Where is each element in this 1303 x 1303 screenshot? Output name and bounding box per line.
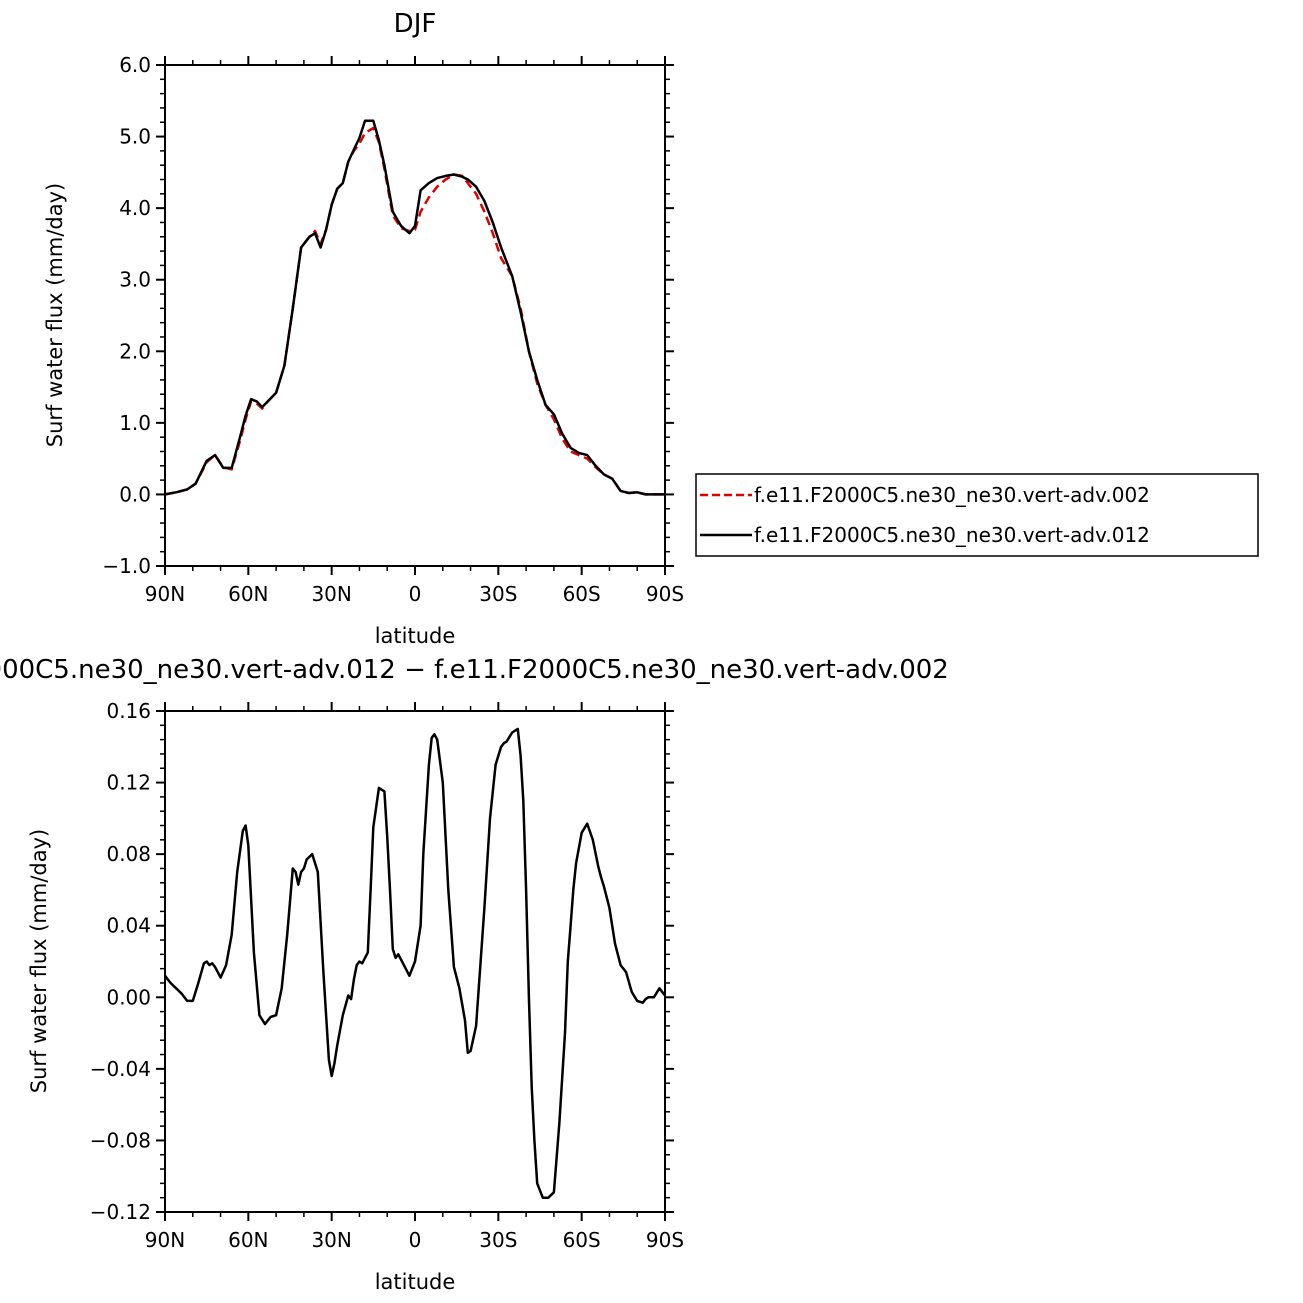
y-tick-label: −0.08 — [90, 1128, 151, 1152]
panel-djf: DJF Surf water flux (mm/day) latitude −1… — [43, 9, 684, 648]
series-line-1 — [164, 727, 666, 1199]
x-tick-label: 90S — [646, 1228, 684, 1252]
x-tick-label: 60S — [563, 1228, 601, 1252]
x-tick-label: 30N — [311, 582, 351, 606]
y-tick-label: 6.0 — [119, 53, 151, 77]
x-tick-label: 30S — [479, 582, 517, 606]
plot-frame — [164, 64, 666, 567]
legend-box — [695, 473, 1259, 557]
y-tick-label: 3.0 — [119, 268, 151, 292]
x-tick-label: 60N — [228, 1228, 268, 1252]
y-tick-label: 4.0 — [119, 196, 151, 220]
y-tick-label: 1.0 — [119, 411, 151, 435]
x-axis-label: latitude — [375, 1270, 456, 1294]
legend-entry-2: f.e11.F2000C5.ne30_ne30.vert-adv.012 — [754, 523, 1150, 547]
y-tick-label: 5.0 — [119, 125, 151, 149]
panel-title: f.e11.F2000C5.ne30_ne30.vert-adv.012 − f… — [0, 655, 949, 685]
y-axis-label: Surf water flux (mm/day) — [43, 183, 67, 448]
x-tick-label: 0 — [409, 1228, 422, 1252]
panel-title: DJF — [394, 9, 437, 39]
x-axis-label: latitude — [375, 624, 456, 648]
series-line-1 — [164, 126, 665, 496]
x-tick-label: 90N — [145, 1228, 185, 1252]
y-tick-label: −0.04 — [90, 1057, 151, 1081]
series-layer — [164, 727, 666, 1199]
x-tick-label: 60N — [228, 582, 268, 606]
y-tick-label: 0.00 — [106, 985, 151, 1009]
y-tick-label: 0.08 — [106, 842, 151, 866]
y-tick-label: 2.0 — [119, 339, 151, 363]
y-tick-label: −1.0 — [102, 554, 151, 578]
y-tick-label: 0.0 — [119, 482, 151, 506]
y-axis-label: Surf water flux (mm/day) — [27, 829, 51, 1094]
x-tick-label: 90N — [145, 582, 185, 606]
y-tick-label: −0.12 — [90, 1200, 151, 1224]
x-tick-label: 30N — [311, 1228, 351, 1252]
series-line-2 — [164, 119, 665, 496]
panel-difference: f.e11.F2000C5.ne30_ne30.vert-adv.012 − f… — [0, 655, 949, 1294]
axes-frame: −1.0 0.0 1.0 2.0 3.0 4.0 5.0 6.0 90N 60N 30N 0 30S 60… — [102, 53, 684, 606]
axes-frame: −0.12 −0.08 −0.04 0.00 0.04 0.08 0.12 0.16 90N 60… — [90, 699, 684, 1252]
legend: f.e11.F2000C5.ne30_ne30.vert-adv.002 f.e… — [695, 473, 1259, 557]
y-tick-label: 0.16 — [106, 699, 151, 723]
series-layer — [164, 119, 665, 496]
y-tick-label: 0.04 — [106, 914, 151, 938]
x-tick-label: 90S — [646, 582, 684, 606]
legend-entry-1: f.e11.F2000C5.ne30_ne30.vert-adv.002 — [754, 483, 1150, 507]
y-tick-label: 0.12 — [106, 771, 151, 795]
x-tick-label: 60S — [563, 582, 601, 606]
x-tick-label: 0 — [409, 582, 422, 606]
x-tick-label: 30S — [479, 1228, 517, 1252]
